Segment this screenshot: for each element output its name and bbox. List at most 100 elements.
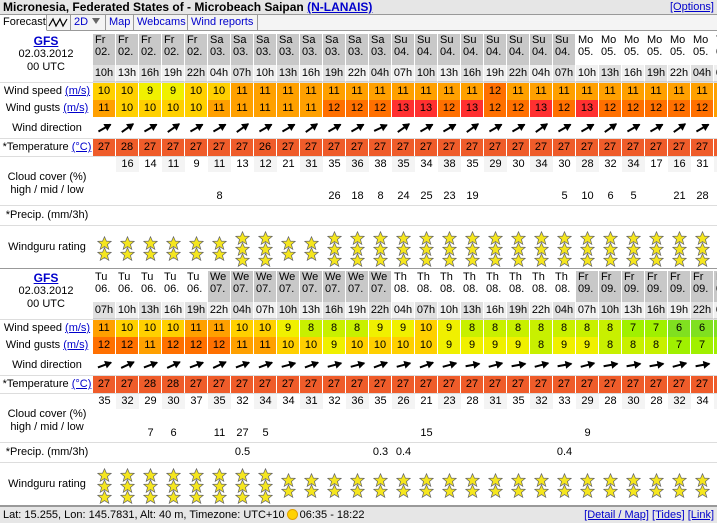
wind-gusts-value: 8 xyxy=(530,337,553,354)
windguru-rating-label: Windguru rating xyxy=(0,463,92,505)
cloud-mid-value xyxy=(622,172,645,188)
temperature-value: 27 xyxy=(484,376,507,393)
tab-webcams[interactable]: Webcams xyxy=(134,15,188,31)
temperature-value: 28 xyxy=(116,139,139,156)
wind-gusts-value: 10 xyxy=(392,337,415,354)
options-link[interactable]: [Options] xyxy=(669,1,714,13)
rating-star-icon xyxy=(235,242,250,256)
day-date: 09. xyxy=(647,283,663,295)
rating-star-icon xyxy=(649,253,664,267)
tab-2d[interactable]: 2D xyxy=(71,15,106,31)
cloud-mid-value xyxy=(300,409,323,425)
precip-value xyxy=(668,206,691,224)
wind-gusts-label-unit-link[interactable]: (m/s) xyxy=(63,339,89,351)
cloud-mid-value xyxy=(622,409,645,425)
tab-wind-reports[interactable]: Wind reports xyxy=(188,15,258,31)
wind-gusts-value: 9 xyxy=(438,337,461,354)
cloud-high-value: 36 xyxy=(714,393,717,409)
rating-star-icon xyxy=(120,490,135,504)
model-name-link[interactable]: GFS xyxy=(33,271,59,285)
tab-forecast[interactable]: Forecast xyxy=(0,15,47,31)
temperature-value: 27 xyxy=(369,376,392,393)
rating-star-icon xyxy=(258,479,273,493)
wind-speed-value: 7 xyxy=(645,320,668,337)
wind-speed-value: 11 xyxy=(668,83,691,100)
rating-star-icon xyxy=(189,490,204,504)
day-date: 09. xyxy=(578,283,594,295)
row-divider xyxy=(0,205,717,206)
day-name: Sa xyxy=(302,34,316,46)
hour-cell: 13h xyxy=(599,65,622,82)
rating-star-icon xyxy=(235,490,250,504)
wind-speed-value: 10 xyxy=(254,320,277,337)
wind-speed-value: 11 xyxy=(507,83,530,100)
wind-gusts-value: 12 xyxy=(622,100,645,117)
rating-star-icon xyxy=(235,253,250,267)
hour-cell: 10h xyxy=(254,65,277,82)
day-name: Sa xyxy=(210,34,224,46)
temperature-label-unit-link[interactable]: (°C) xyxy=(71,378,92,390)
temperature-label: *Temperature (°C) xyxy=(0,376,92,393)
cloud-mid-value xyxy=(139,409,162,425)
rating-star-icon xyxy=(396,253,411,267)
rating-star-icon xyxy=(97,468,112,482)
wind-speed-label-unit-link[interactable]: (m/s) xyxy=(65,85,91,97)
wind-gusts-value: 10 xyxy=(346,337,369,354)
cloud-low-value: 24 xyxy=(397,190,410,202)
day-header: Su 04. xyxy=(484,34,507,65)
day-date: 05. xyxy=(624,46,640,58)
tab-map[interactable]: Map xyxy=(106,15,134,31)
rating-star-icon xyxy=(166,236,181,250)
cloud-low-value xyxy=(277,188,300,204)
precip-value xyxy=(162,443,185,461)
cloud-low-value xyxy=(622,425,645,441)
day-header: Mo 05. xyxy=(599,34,622,65)
permalink-link[interactable]: [Link] xyxy=(687,509,714,521)
tides-link[interactable]: [Tides] xyxy=(652,509,685,521)
wind-speed-value: 8 xyxy=(346,320,369,337)
wind-speed-value: 8 xyxy=(599,320,622,337)
wind-gusts-value: 11 xyxy=(254,100,277,117)
row-divider xyxy=(0,462,717,463)
windguru-rating-label-text: Windguru rating xyxy=(8,241,86,253)
tab-graph[interactable] xyxy=(47,15,71,31)
hour-cell: 04h xyxy=(553,302,576,319)
cloud-low-value xyxy=(530,188,553,204)
precip-value xyxy=(668,443,691,461)
day-header: Mo 05. xyxy=(622,34,645,65)
cloud-high-value: 14 xyxy=(139,156,162,172)
rating-star-icon xyxy=(580,253,595,267)
wind-direction-arrow-icon xyxy=(488,360,504,369)
cloud-high-value: 38 xyxy=(438,156,461,172)
day-name: Th xyxy=(463,271,476,283)
temperature-label-unit-link[interactable]: (°C) xyxy=(71,141,92,153)
wind-speed-label-unit-link[interactable]: (m/s) xyxy=(65,322,91,334)
cloud-high-value: 30 xyxy=(162,393,185,409)
cloud-mid-value xyxy=(599,172,622,188)
day-header: Mo 05. xyxy=(691,34,714,65)
rating-star-icon xyxy=(258,231,273,245)
wind-direction-label: Wind direction xyxy=(0,355,92,375)
wind-direction-arrow-icon xyxy=(305,123,319,133)
rating-star-icon xyxy=(97,236,112,250)
wind-gusts-label-unit-link[interactable]: (m/s) xyxy=(63,102,89,114)
spot-code-link[interactable]: (N-LANAIS) xyxy=(307,0,373,14)
wind-direction-arrow-icon xyxy=(442,360,458,369)
precip-label: *Precip. (mm/3h) xyxy=(0,206,92,224)
cloud-cover-label-text: Cloud cover (%) xyxy=(7,171,87,183)
day-name: Th xyxy=(509,271,522,283)
cloud-low-value: 5 xyxy=(630,190,637,202)
rating-star-icon xyxy=(212,468,227,482)
cloud-mid-value xyxy=(139,172,162,188)
cloud-low-value: 6 xyxy=(170,427,177,439)
rating-star-icon xyxy=(580,473,595,487)
rating-star-icon xyxy=(649,484,664,498)
detail-map-link[interactable]: [Detail / Map] xyxy=(584,509,649,521)
wind-gusts-value: 11 xyxy=(277,100,300,117)
wind-direction-arrow-icon xyxy=(626,123,641,133)
cloud-low-value xyxy=(484,425,507,441)
model-name-link[interactable]: GFS xyxy=(33,34,59,48)
temperature-value: 27 xyxy=(461,139,484,156)
cloud-mid-value xyxy=(668,172,691,188)
